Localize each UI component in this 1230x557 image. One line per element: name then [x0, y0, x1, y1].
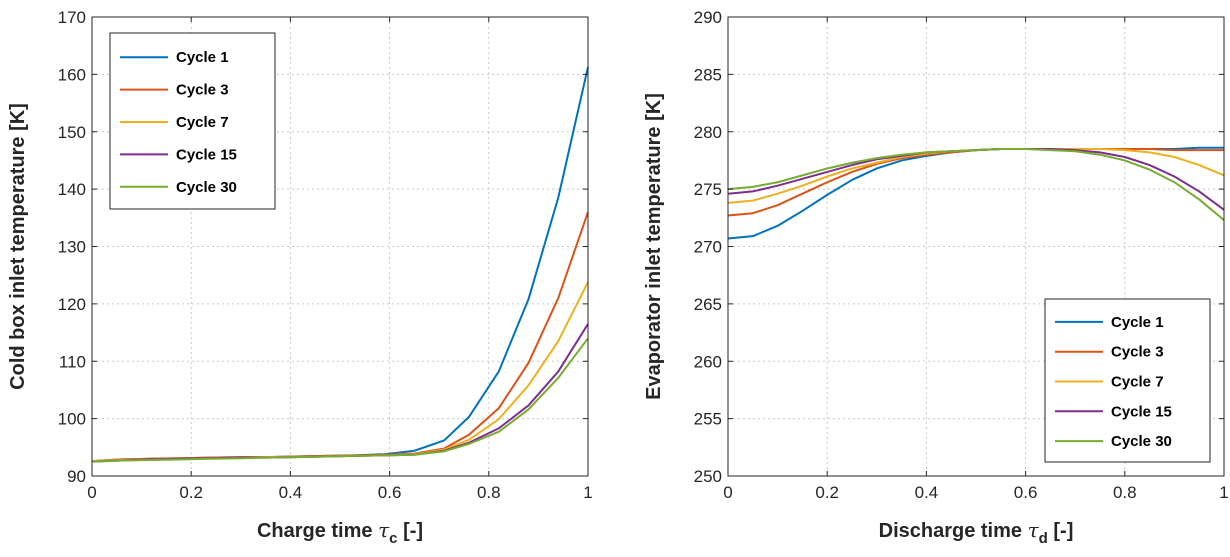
series-line-cycle-30: [91, 337, 589, 463]
legend: Cycle 1 Cycle 3 Cycle 7 Cycle 15 Cycle 30: [109, 32, 276, 210]
y-tick-label: 140: [58, 180, 86, 199]
chart-evaporator-inlet: 0 0.2 0.4 0.6 0.8 1 250 255 260 265 270 275 280 285 29…: [643, 8, 1229, 547]
x-tick-label: 0.8: [477, 483, 501, 502]
y-tick-label: 290: [694, 8, 722, 27]
y-axis-title: Cold box inlet temperature [K]: [7, 103, 29, 390]
y-tick-label: 90: [67, 467, 86, 486]
x-tick-label: 1: [1219, 483, 1228, 502]
y-tick-label: 275: [694, 180, 722, 199]
y-tick-label: 265: [694, 295, 722, 314]
x-tick-label: 0.2: [815, 483, 839, 502]
y-tick-label: 285: [694, 65, 722, 84]
y-tick-label: 260: [694, 352, 722, 371]
grid: [728, 17, 1224, 476]
y-tick-label: 120: [58, 295, 86, 314]
legend-label: Cycle 3: [1111, 344, 1164, 361]
x-tick-label: 0: [87, 483, 96, 502]
y-tick-label: 250: [694, 467, 722, 486]
legend-label: Cycle 30: [176, 179, 237, 196]
legend: Cycle 1 Cycle 3 Cycle 7 Cycle 15 Cycle 30: [1044, 298, 1211, 463]
legend-label: Cycle 3: [176, 82, 229, 99]
series-lines: [91, 66, 589, 463]
x-axis-title: Discharge time τd [-]: [879, 518, 1074, 547]
x-tick-label: 0.6: [1014, 483, 1038, 502]
legend-label: Cycle 1: [1111, 314, 1164, 331]
y-tick-label: 110: [59, 352, 86, 371]
legend-label: Cycle 15: [176, 146, 237, 163]
x-tick-label: 1: [583, 483, 592, 502]
legend-label: Cycle 1: [176, 49, 229, 66]
x-tick-label: 0: [723, 483, 732, 502]
y-tick-label: 270: [694, 238, 722, 257]
y-tick-label: 280: [694, 123, 722, 142]
series-line-cycle-30: [727, 147, 1225, 221]
legend-label: Cycle 30: [1111, 433, 1172, 450]
y-tick-label: 160: [58, 65, 86, 84]
chart-cold-box-inlet: 0 0.2 0.4 0.6 0.8 1 90 100 110 120 130 140 150 160 170…: [7, 8, 593, 547]
x-tick-label: 0.6: [378, 483, 402, 502]
y-tick-label: 170: [58, 8, 86, 27]
x-tick-label: 0.4: [279, 483, 303, 502]
y-tick-label: 255: [694, 410, 722, 429]
y-tick-label: 130: [58, 238, 86, 257]
y-tick-label: 100: [58, 410, 86, 429]
x-tick-label: 0.8: [1113, 483, 1137, 502]
x-tick-label: 0.2: [179, 483, 203, 502]
x-axis-title: Charge time τc [-]: [257, 518, 423, 547]
y-axis-title: Evaporator inlet temperature [K]: [643, 93, 665, 400]
legend-label: Cycle 7: [1111, 374, 1164, 391]
legend-label: Cycle 15: [1111, 403, 1172, 420]
y-tick-label: 150: [58, 123, 86, 142]
x-tick-label: 0.4: [915, 483, 939, 502]
legend-label: Cycle 7: [176, 114, 229, 131]
series-lines: [727, 146, 1225, 240]
